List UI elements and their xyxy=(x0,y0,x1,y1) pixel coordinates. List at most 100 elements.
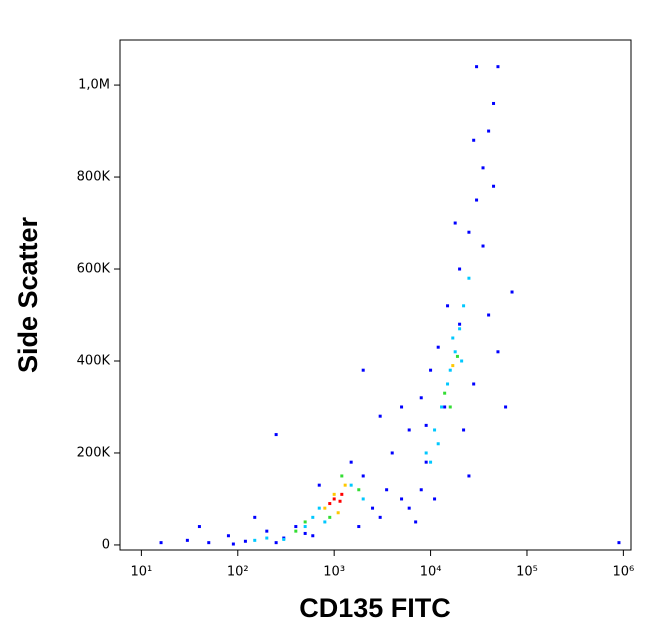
point xyxy=(361,497,365,501)
point xyxy=(475,65,479,69)
point xyxy=(253,538,257,542)
point xyxy=(243,539,247,543)
point xyxy=(492,101,496,105)
point xyxy=(424,460,428,464)
point xyxy=(453,221,457,225)
y-axis-title: Side Scatter xyxy=(13,216,43,373)
point xyxy=(317,483,321,487)
point xyxy=(424,423,428,427)
point xyxy=(460,359,464,363)
point xyxy=(419,488,423,492)
point xyxy=(429,368,433,372)
y-tick-label: 0 xyxy=(102,537,110,552)
point xyxy=(253,515,257,519)
point xyxy=(419,396,423,400)
point xyxy=(317,506,321,510)
point xyxy=(390,451,394,455)
point xyxy=(185,538,189,542)
point xyxy=(303,531,307,535)
y-tick-label: 200K xyxy=(77,445,111,460)
point xyxy=(323,506,327,510)
point xyxy=(340,492,344,496)
point xyxy=(197,525,201,529)
point xyxy=(458,322,462,326)
point xyxy=(226,534,230,538)
point xyxy=(303,525,307,529)
x-tick-label: 10³ xyxy=(323,565,345,580)
point xyxy=(487,129,491,133)
point xyxy=(328,515,332,519)
point xyxy=(481,244,485,248)
point xyxy=(467,230,471,234)
point xyxy=(496,65,500,69)
point xyxy=(443,405,447,409)
point xyxy=(487,313,491,317)
point xyxy=(361,368,365,372)
point xyxy=(282,537,286,541)
point xyxy=(349,483,353,487)
point xyxy=(481,166,485,170)
x-tick-label: 10² xyxy=(227,565,249,580)
point xyxy=(332,492,336,496)
plot-frame xyxy=(119,39,632,551)
point xyxy=(371,506,375,510)
point xyxy=(407,428,411,432)
point xyxy=(467,276,471,280)
point xyxy=(400,405,404,409)
point xyxy=(458,267,462,271)
point xyxy=(343,483,347,487)
x-tick-label: 10⁵ xyxy=(516,565,538,580)
point xyxy=(311,515,315,519)
point xyxy=(467,474,471,478)
point xyxy=(349,460,353,464)
point xyxy=(451,336,455,340)
point xyxy=(385,488,389,492)
point xyxy=(429,460,433,464)
point xyxy=(340,474,344,478)
x-axis-title: CD135 FITC xyxy=(299,593,451,623)
point xyxy=(472,382,476,386)
point xyxy=(504,405,508,409)
point xyxy=(207,541,211,545)
point xyxy=(446,382,450,386)
point xyxy=(433,428,437,432)
point xyxy=(328,502,332,506)
y-tick-label: 400K xyxy=(77,353,111,368)
y-tick-label: 800K xyxy=(77,170,111,185)
point xyxy=(496,350,500,354)
point xyxy=(414,520,418,524)
point xyxy=(231,542,235,546)
point xyxy=(338,499,342,503)
point xyxy=(433,497,437,501)
point xyxy=(323,520,327,524)
point xyxy=(274,541,278,545)
point xyxy=(440,405,444,409)
point xyxy=(265,536,269,540)
point xyxy=(378,515,382,519)
y-tick-label: 1,0M xyxy=(78,78,110,93)
point xyxy=(475,198,479,202)
point xyxy=(294,529,298,533)
point xyxy=(357,525,361,529)
y-tick-label: 600K xyxy=(77,262,111,277)
point xyxy=(294,525,298,529)
x-tick-label: 10¹ xyxy=(131,565,153,580)
point xyxy=(451,364,455,368)
point xyxy=(455,354,459,358)
point xyxy=(336,511,340,515)
point xyxy=(510,290,514,294)
point xyxy=(472,138,476,142)
point xyxy=(400,497,404,501)
point xyxy=(159,541,163,545)
point xyxy=(361,474,365,478)
point xyxy=(311,534,315,538)
x-tick-label: 10⁴ xyxy=(420,565,442,580)
point xyxy=(378,414,382,418)
point xyxy=(458,327,462,331)
point xyxy=(453,350,457,354)
point xyxy=(265,529,269,533)
point xyxy=(436,345,440,349)
point xyxy=(303,520,307,524)
point xyxy=(448,368,452,372)
